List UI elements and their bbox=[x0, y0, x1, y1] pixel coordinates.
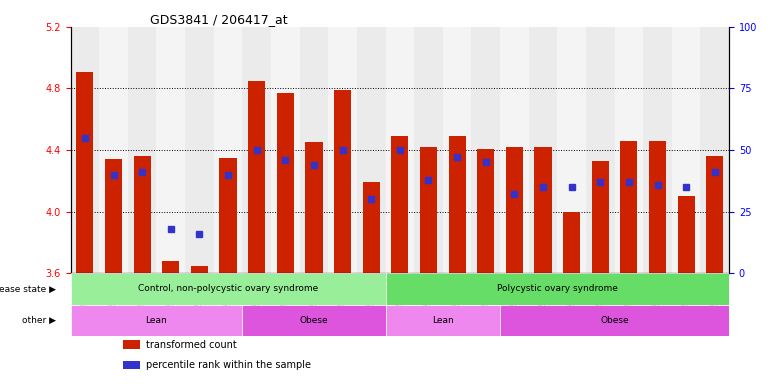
Text: transformed count: transformed count bbox=[147, 340, 237, 350]
Bar bbox=[220, 158, 237, 273]
Text: other ▶: other ▶ bbox=[22, 316, 56, 325]
Bar bbox=[71, 27, 100, 273]
Bar bbox=[76, 71, 93, 273]
Bar bbox=[448, 136, 466, 273]
Text: GDS3841 / 206417_at: GDS3841 / 206417_at bbox=[150, 13, 287, 26]
Bar bbox=[506, 147, 523, 273]
FancyBboxPatch shape bbox=[386, 305, 500, 336]
Bar bbox=[105, 159, 122, 273]
Text: Control, non-polycystic ovary syndrome: Control, non-polycystic ovary syndrome bbox=[138, 285, 318, 293]
Bar bbox=[214, 27, 242, 273]
Bar bbox=[305, 142, 322, 273]
Bar bbox=[620, 141, 637, 273]
Bar bbox=[328, 27, 357, 273]
Bar bbox=[677, 196, 695, 273]
Bar bbox=[615, 27, 643, 273]
Bar bbox=[649, 141, 666, 273]
FancyBboxPatch shape bbox=[500, 305, 729, 336]
Bar bbox=[277, 93, 294, 273]
Text: Polycystic ovary syndrome: Polycystic ovary syndrome bbox=[497, 285, 618, 293]
Bar bbox=[157, 27, 185, 273]
Bar bbox=[535, 147, 552, 273]
Bar bbox=[242, 27, 271, 273]
Bar bbox=[185, 27, 214, 273]
Bar bbox=[386, 27, 414, 273]
Bar bbox=[500, 27, 528, 273]
Text: Lean: Lean bbox=[146, 316, 167, 325]
Bar bbox=[414, 27, 443, 273]
Bar bbox=[162, 261, 180, 273]
FancyBboxPatch shape bbox=[71, 273, 386, 305]
Text: percentile rank within the sample: percentile rank within the sample bbox=[147, 360, 311, 370]
Bar bbox=[443, 27, 471, 273]
Bar bbox=[557, 27, 586, 273]
FancyBboxPatch shape bbox=[71, 305, 242, 336]
Bar bbox=[391, 136, 408, 273]
Bar bbox=[363, 182, 379, 273]
Text: Lean: Lean bbox=[432, 316, 454, 325]
Bar bbox=[100, 27, 128, 273]
Bar bbox=[271, 27, 299, 273]
Bar bbox=[706, 156, 724, 273]
FancyBboxPatch shape bbox=[242, 305, 386, 336]
Bar bbox=[528, 27, 557, 273]
Bar bbox=[672, 27, 700, 273]
Bar bbox=[477, 149, 495, 273]
Bar bbox=[299, 27, 328, 273]
Bar bbox=[700, 27, 729, 273]
Bar bbox=[248, 81, 265, 273]
Text: Obese: Obese bbox=[601, 316, 629, 325]
FancyBboxPatch shape bbox=[386, 273, 729, 305]
Bar bbox=[334, 90, 351, 273]
Bar bbox=[643, 27, 672, 273]
Bar bbox=[133, 156, 151, 273]
Bar bbox=[586, 27, 615, 273]
Bar bbox=[128, 27, 157, 273]
Text: Obese: Obese bbox=[299, 316, 328, 325]
Bar bbox=[123, 341, 140, 349]
Text: disease state ▶: disease state ▶ bbox=[0, 285, 56, 293]
Bar bbox=[592, 161, 609, 273]
Bar bbox=[123, 361, 140, 369]
Bar bbox=[563, 212, 580, 273]
Bar bbox=[471, 27, 500, 273]
Bar bbox=[357, 27, 386, 273]
Bar bbox=[191, 266, 208, 273]
Bar bbox=[420, 147, 437, 273]
